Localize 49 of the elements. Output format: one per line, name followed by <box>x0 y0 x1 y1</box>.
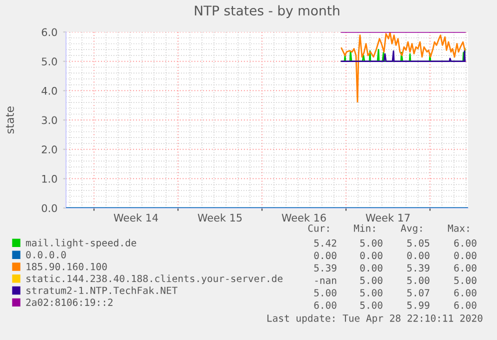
text: 0.00 <box>407 252 430 260</box>
text: 0.00 <box>360 252 382 260</box>
text: 6.00 <box>454 264 476 272</box>
text: Max: <box>448 224 469 232</box>
y-tick-label: 2.0 <box>42 146 57 154</box>
text: 5.00 <box>360 239 382 247</box>
x-tick-label: Week 16 <box>282 214 326 222</box>
y-tick-label: 4.0 <box>42 86 57 95</box>
y-tick-label: 0.0 <box>42 204 57 212</box>
text: 5.39 <box>407 264 430 272</box>
text: 5.00 <box>407 276 430 284</box>
text: 0.00 <box>360 264 382 272</box>
y-tick-label: 1.0 <box>42 174 57 183</box>
text: 6.00 <box>314 302 336 309</box>
legend-label: mail.light-speed.de <box>26 238 136 248</box>
chart-title: NTP states - by month <box>194 5 340 18</box>
text: 6.00 <box>454 289 476 296</box>
text: 5.05 <box>407 239 430 247</box>
x-tick-label: Week 15 <box>198 214 242 222</box>
text: 5.00 <box>360 289 382 296</box>
text: 5.00 <box>454 276 476 284</box>
text: Cur: <box>308 224 329 232</box>
text: 6.00 <box>454 239 476 247</box>
text: Last update: Tue Apr 28 22:10:11 2020 <box>267 314 482 324</box>
text: 5.39 <box>314 264 336 272</box>
text: 0.00 <box>314 252 336 260</box>
text: 6.00 <box>454 302 476 309</box>
y-axis-title: state <box>6 106 14 134</box>
line-series <box>340 32 466 103</box>
legend-label: 0.0.0.0 <box>26 251 66 258</box>
legend-label: static.144.238.40.188.clients.your-server.de <box>26 274 282 284</box>
y-tick-label: 3.0 <box>42 116 57 124</box>
text: 5.00 <box>360 302 382 309</box>
legend-label: stratum2-1.NTP.TechFak.NET <box>26 286 178 294</box>
text: 5.00 <box>314 289 336 296</box>
text: Avg: <box>400 224 422 234</box>
y-tick-label: 5.0 <box>42 58 57 66</box>
text: 0.00 <box>454 252 476 260</box>
text: 5.00 <box>360 276 382 284</box>
legend-label: 185.90.160.100 <box>26 262 107 270</box>
text: -nan <box>315 278 336 284</box>
text: 5.07 <box>407 289 430 296</box>
x-tick-label: Week 14 <box>114 214 158 222</box>
legend-label: 2a02:8106:19::2 <box>26 298 112 306</box>
text: 5.42 <box>314 239 336 247</box>
y-tick-label: 6.0 <box>42 28 57 36</box>
text: Min: <box>354 224 375 232</box>
text: 5.99 <box>407 302 430 309</box>
x-tick-label: Week 17 <box>366 214 410 222</box>
